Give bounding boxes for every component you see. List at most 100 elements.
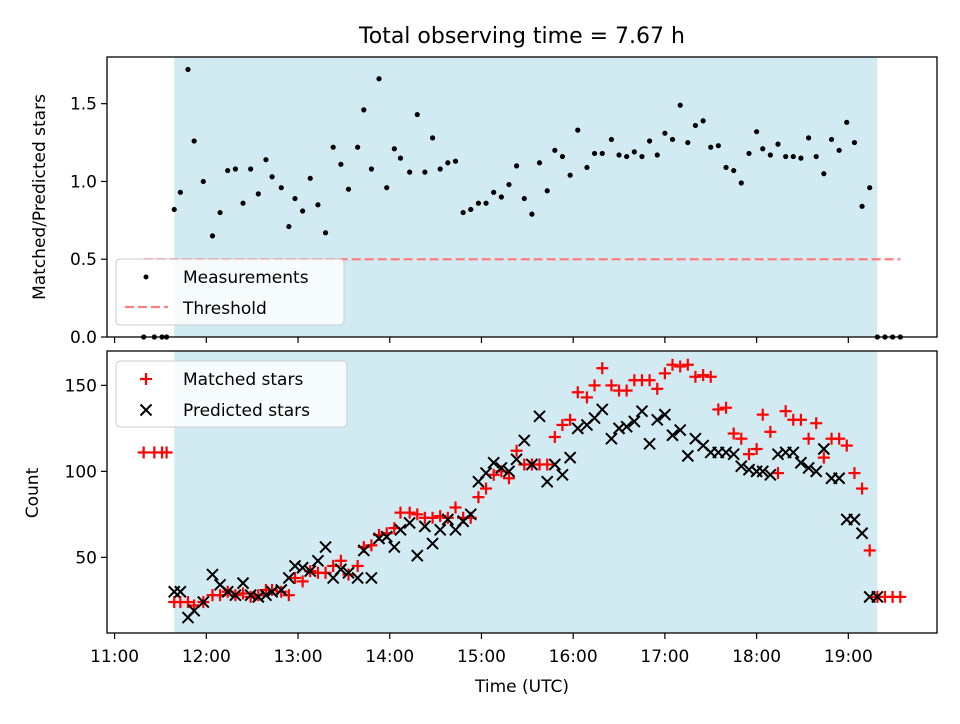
chart-title: Total observing time = 7.67 h [358, 24, 685, 49]
predicted-point-b [265, 585, 279, 598]
measurement-point [616, 152, 622, 158]
measurement-point [513, 163, 520, 169]
matched-point [580, 391, 593, 404]
y-tick-label: 150 [65, 376, 97, 396]
predicted-point [673, 423, 687, 437]
predicted-point-b [275, 583, 288, 597]
predicted-point [541, 475, 554, 488]
predicted-point-b [666, 429, 679, 442]
bottom-x-ticks: 11:00 12:00 13:00 14:00 15:00 16:00 17:00 18:00… [90, 633, 873, 667]
predicted-point [533, 410, 546, 423]
matched-point [441, 511, 454, 524]
predicted-point [719, 446, 733, 459]
predicted-point [548, 458, 562, 471]
measurement-point [240, 200, 246, 206]
matched-point [735, 432, 748, 445]
measurement-point [445, 160, 451, 166]
x-tick-label: 12:00 [182, 647, 231, 667]
predicted-point-b [596, 403, 609, 416]
predicted-point-b [479, 466, 493, 480]
predicted-point-b [518, 434, 531, 447]
measurement-point [677, 102, 683, 108]
measurement-point [292, 195, 298, 202]
measurement-point [286, 223, 292, 230]
bottom-y-axis-label: Count [23, 467, 43, 518]
matched-point [833, 432, 846, 445]
legend-matched-marker [140, 373, 152, 385]
measurement-point [783, 153, 789, 160]
predicted-point [810, 465, 823, 478]
measurement-point [559, 153, 566, 160]
measurement-point [813, 153, 819, 160]
predicted-point [556, 468, 569, 482]
predicted-point-b [742, 463, 756, 476]
predicted-point [794, 456, 808, 469]
predicted-point-b [372, 532, 386, 545]
measurement-point [307, 175, 313, 181]
matched-point [848, 467, 861, 480]
predicted-point [319, 540, 332, 554]
predicted-point [342, 566, 355, 580]
matched-point [244, 590, 257, 603]
matched-point [342, 568, 355, 581]
measurement-point [584, 164, 590, 171]
predicted-point-b [296, 561, 309, 574]
predicted-point-b [605, 432, 618, 445]
matched-point [411, 508, 424, 521]
predicted-point [275, 583, 288, 597]
predicted-point-b [334, 563, 348, 576]
predicted-point [288, 559, 302, 573]
predicted-point-b [643, 437, 656, 451]
matched-point [160, 446, 173, 459]
predicted-point-b [651, 413, 664, 426]
matched-point [480, 482, 493, 495]
measurement-point [345, 186, 352, 192]
matched-point [548, 430, 561, 443]
predicted-point-b [411, 549, 424, 562]
measurement-point [544, 188, 550, 194]
predicted-point [596, 403, 609, 416]
matched-point [779, 405, 792, 418]
measurement-point [407, 169, 413, 175]
predicted-point [479, 466, 493, 480]
predicted-point-b [832, 472, 846, 485]
matched-point [502, 472, 515, 485]
predicted-point [296, 561, 309, 574]
legend-predicted-label: Predicted stars [183, 401, 310, 421]
predicted-point-b [727, 447, 740, 461]
measurement-point [806, 135, 812, 141]
measurement-point [836, 147, 842, 153]
y-tick-label: 100 [65, 462, 97, 482]
matched-point [720, 401, 733, 414]
measurement-point [429, 135, 436, 141]
measurement-point [575, 127, 581, 133]
predicted-point [855, 527, 869, 540]
matched-point [620, 384, 633, 397]
measurement-point [177, 189, 183, 195]
legend-matched-label: Matched stars [183, 370, 303, 390]
predicted-point [571, 422, 584, 435]
measurement-point [844, 119, 850, 125]
predicted-point [817, 442, 831, 456]
predicted-point [651, 413, 664, 426]
matched-point [181, 596, 194, 609]
measurement-point [715, 143, 721, 149]
bottom-y-ticks: 50 100 150 [65, 376, 107, 568]
matched-point [712, 403, 725, 416]
x-tick-label: 13:00 [274, 647, 323, 667]
predicted-point-b [197, 595, 210, 609]
matched-point [863, 544, 876, 557]
measurement-point [738, 180, 744, 186]
predicted-point-b [556, 468, 569, 482]
x-tick-label: 19:00 [824, 647, 873, 667]
measurement-point [760, 146, 766, 152]
bottom-legend-box [115, 360, 348, 428]
measurement-point [248, 166, 254, 172]
measurement-point [567, 172, 573, 178]
predicted-point-b [802, 461, 815, 475]
measurement-point [867, 185, 873, 191]
x-tick-label: 15:00 [457, 647, 506, 667]
predicted-point-b [787, 446, 800, 459]
predicted-point-b [206, 568, 219, 581]
matched-point [487, 468, 500, 481]
